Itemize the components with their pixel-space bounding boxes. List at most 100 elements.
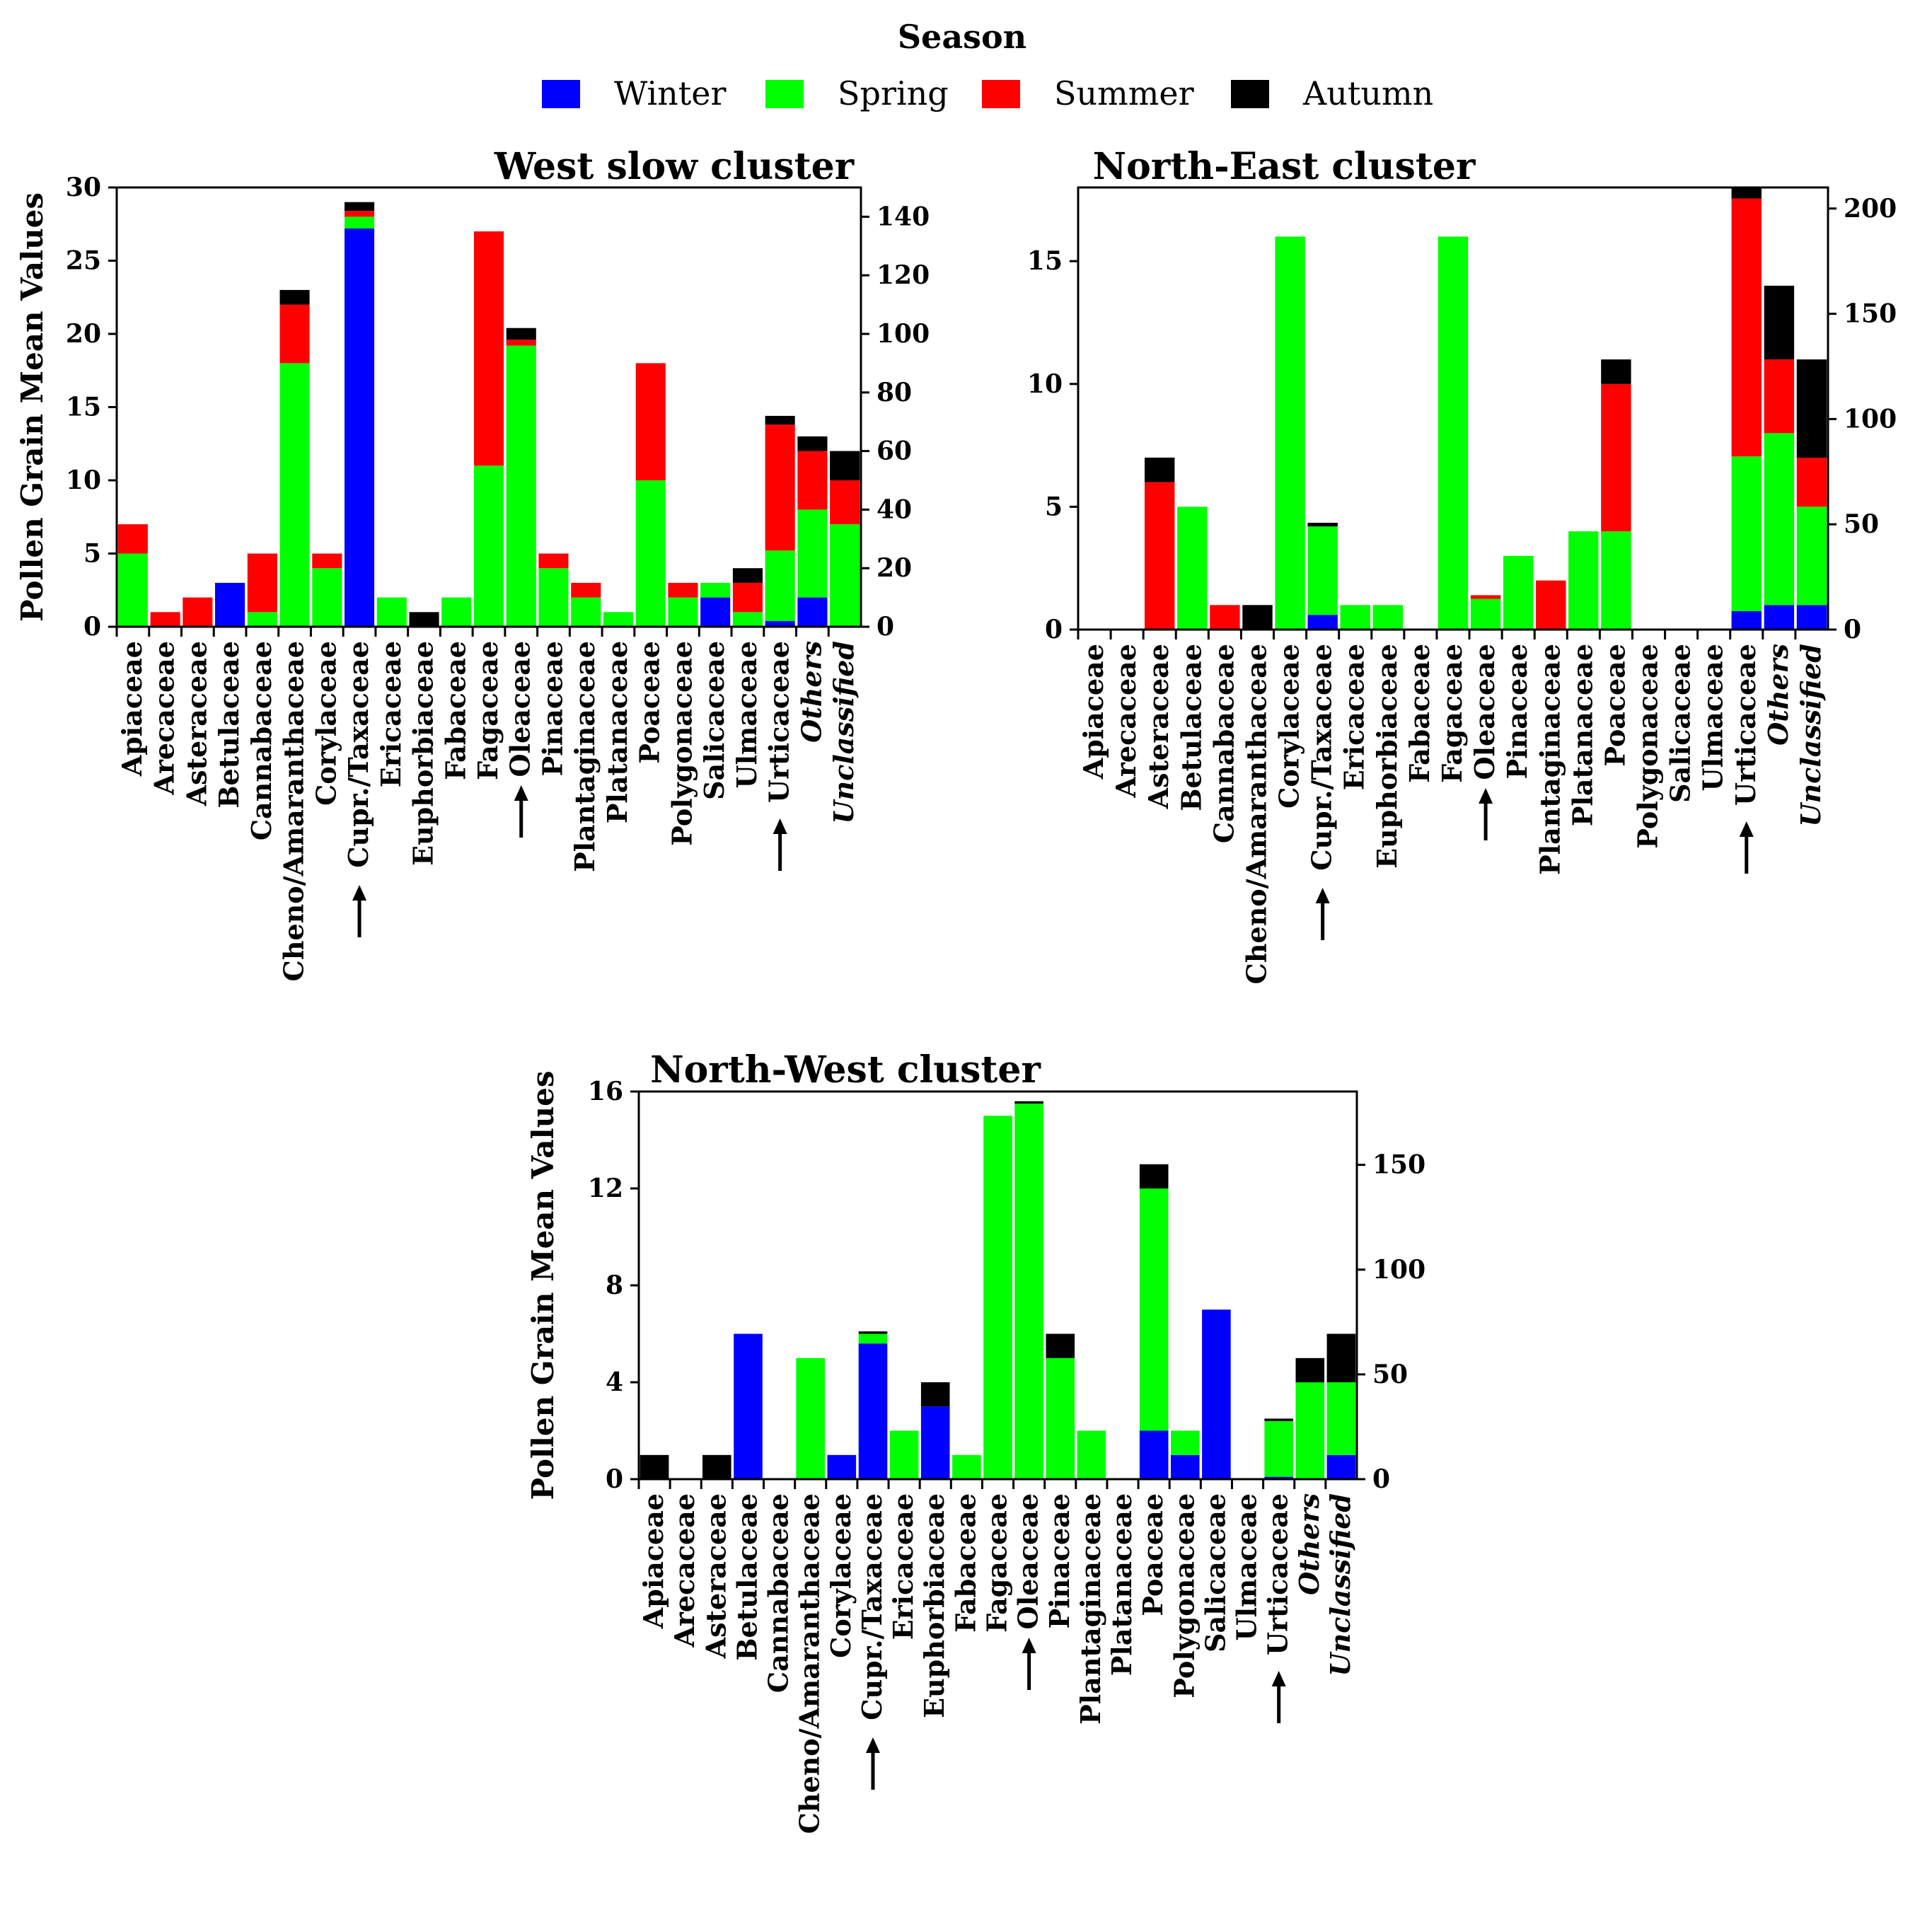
- bar-corylaceae-spring: [1275, 236, 1305, 630]
- bar-asteraceae-summer: [183, 597, 213, 627]
- category-label-others: Others: [795, 641, 827, 743]
- category-label-betulaceae: Betulaceae: [1175, 644, 1207, 811]
- category-label-ulmaceae: Ulmaceae: [1697, 644, 1729, 792]
- category-label-cannabaceae: Cannabaceae: [763, 1493, 794, 1693]
- bar-fabaceae-spring: [441, 597, 472, 627]
- bar-fagaceae-summer: [474, 231, 504, 466]
- bar-urticaceae-summer: [1731, 198, 1762, 457]
- y-axis-label: Pollen Grain Mean Values: [15, 192, 50, 622]
- bar-plantaginaceae-summer: [1536, 580, 1566, 630]
- category-label-fabaceae: Fabaceae: [439, 641, 471, 780]
- y-tick-label: 25: [66, 246, 101, 276]
- category-label-betulaceae: Betulaceae: [731, 1493, 763, 1661]
- y2-tick-label: 100: [877, 319, 930, 349]
- category-label-unclassified: Unclassified: [1795, 644, 1827, 827]
- bar-oleaceae-autumn: [506, 328, 536, 340]
- category-label-cannabaceae: Cannabaceae: [1208, 644, 1239, 843]
- bar-poaceae-spring: [635, 480, 666, 627]
- bar-betulaceae-winter: [734, 1333, 763, 1479]
- category-label-cheno-amaranthaceae: Cheno/Amaranthaceae: [1240, 644, 1272, 984]
- bar-polygonaceae-spring: [668, 597, 698, 627]
- bar-urticaceae-winter: [1264, 1476, 1293, 1479]
- bar-others-spring: [1295, 1382, 1325, 1479]
- bar-cupr-taxaceae-autumn: [345, 202, 375, 212]
- bar-pinaceae-spring: [1046, 1357, 1075, 1480]
- bar-urticaceae-spring: [765, 550, 795, 621]
- category-label-salicaceae: Salicaceae: [698, 641, 730, 800]
- bar-oleaceae-spring: [506, 345, 536, 627]
- bar-poaceae-autumn: [1601, 359, 1631, 384]
- category-label-poaceae: Poaceae: [634, 641, 666, 764]
- category-label-pinaceae: Pinaceae: [536, 641, 568, 776]
- bar-others-spring: [797, 509, 828, 598]
- bar-pinaceae-spring: [538, 568, 569, 627]
- bar-poaceae-autumn: [1139, 1164, 1169, 1189]
- bar-oleaceae-spring: [1014, 1104, 1043, 1479]
- bar-oleaceae-summer: [506, 340, 536, 346]
- bar-asteraceae-autumn: [702, 1454, 731, 1480]
- bar-urticaceae-winter: [765, 620, 795, 627]
- bar-cupr-taxaceae-spring: [858, 1333, 888, 1344]
- arrow-head-cupr-taxaceae: [865, 1737, 880, 1753]
- bar-ericaceae-spring: [889, 1430, 919, 1479]
- bar-unclassified-spring: [830, 524, 860, 627]
- bar-urticaceae-summer: [765, 424, 795, 551]
- category-label-cupr-taxaceae: Cupr./Taxaceae: [856, 1493, 888, 1720]
- category-label-arecaceae: Arecaceae: [149, 641, 180, 796]
- category-label-apiaceae: Apiaceae: [1077, 644, 1109, 780]
- category-label-plantaginaceae: Plantaginaceae: [1075, 1493, 1106, 1725]
- category-label-asteraceae: Asteraceae: [700, 1493, 731, 1659]
- bar-polygonaceae-summer: [668, 582, 698, 598]
- y2-tick-label: 60: [877, 436, 912, 466]
- bar-others-winter: [797, 597, 828, 627]
- y-tick-label: 0: [1045, 615, 1063, 644]
- bar-unclassified-autumn: [1796, 359, 1827, 458]
- bar-betulaceae-winter: [215, 582, 245, 627]
- bar-ericaceae-spring: [376, 597, 407, 627]
- panel-north-east-cluster: North-East cluster051015050100150200Apia…: [1027, 145, 1897, 984]
- arrow-head-oleaceae: [514, 785, 528, 801]
- category-label-polygonaceae: Polygonaceae: [1168, 1493, 1200, 1698]
- category-label-ulmaceae: Ulmaceae: [1231, 1493, 1263, 1641]
- y-tick-label: 5: [1045, 492, 1063, 521]
- category-label-arecaceae: Arecaceae: [1110, 644, 1142, 799]
- panel-title: West slow cluster: [494, 145, 855, 188]
- category-label-polygonaceae: Polygonaceae: [666, 641, 698, 846]
- bar-others-autumn: [797, 436, 828, 451]
- category-label-ericaceae: Ericaceae: [887, 1493, 919, 1640]
- y2-tick-label: 100: [1372, 1255, 1425, 1285]
- category-label-plantaginaceae: Plantaginaceae: [569, 641, 601, 872]
- bar-cheno-amaranthaceae-autumn: [1242, 605, 1273, 630]
- category-label-fagaceae: Fagaceae: [472, 641, 504, 780]
- bar-cannabaceae-summer: [1210, 605, 1240, 630]
- bar-betulaceae-spring: [1177, 506, 1208, 630]
- category-label-cupr-taxaceae: Cupr./Taxaceae: [342, 641, 374, 868]
- arrow-head-urticaceae: [1739, 821, 1754, 837]
- y-tick-label: 0: [606, 1464, 623, 1494]
- category-label-unclassified: Unclassified: [1324, 1493, 1356, 1677]
- bar-cheno-amaranthaceae-spring: [796, 1357, 825, 1480]
- bar-fabaceae-spring: [952, 1454, 981, 1480]
- bar-others-autumn: [1295, 1357, 1325, 1383]
- bar-cheno-amaranthaceae-spring: [279, 363, 310, 627]
- legend-swatch-autumn: [1231, 80, 1269, 108]
- bar-poaceae-spring: [1601, 531, 1631, 630]
- bar-cannabaceae-spring: [247, 612, 277, 627]
- panel-title: North-East cluster: [1093, 145, 1476, 188]
- bar-euphorbiaceae-spring: [1372, 605, 1403, 630]
- bar-pinaceae-autumn: [1046, 1333, 1075, 1358]
- arrow-head-cupr-taxaceae: [352, 885, 367, 901]
- bar-urticaceae-spring: [1264, 1420, 1293, 1477]
- y2-tick-label: 20: [877, 553, 912, 583]
- y2-tick-label: 100: [1844, 404, 1897, 434]
- bar-ulmaceae-spring: [732, 612, 763, 627]
- bar-others-summer: [1764, 359, 1795, 434]
- bar-apiaceae-spring: [117, 553, 148, 627]
- legend-label-spring: Spring: [838, 74, 949, 112]
- category-label-urticaceae: Urticaceae: [1730, 644, 1762, 806]
- bar-ericaceae-spring: [1340, 605, 1370, 630]
- y-tick-label: 20: [66, 319, 101, 349]
- y2-tick-label: 150: [1844, 299, 1897, 329]
- bar-unclassified-summer: [830, 480, 860, 525]
- y2-tick-label: 150: [1372, 1150, 1425, 1180]
